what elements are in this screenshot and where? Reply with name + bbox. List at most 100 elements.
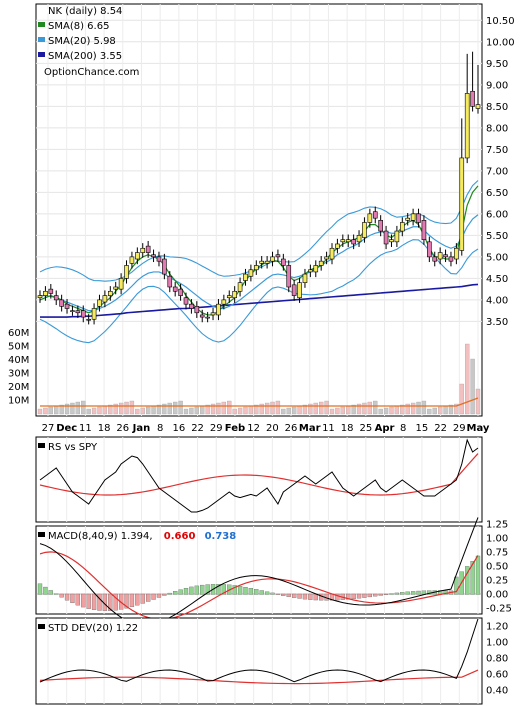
volume-bar <box>205 404 210 415</box>
price-tick-label: 6.50 <box>486 188 508 199</box>
candle-body <box>91 308 97 320</box>
macd-histogram-bar <box>156 593 162 598</box>
candle-body <box>172 286 178 292</box>
stddev-panel <box>35 617 483 705</box>
macd-histogram-bar <box>113 593 118 611</box>
macd-label-blue: 0.738 <box>205 531 237 542</box>
candle-body <box>362 222 367 238</box>
candle-body <box>416 213 421 223</box>
macd-histogram-bar <box>362 593 367 598</box>
candle-body <box>53 295 59 301</box>
x-axis-label: 22 <box>191 423 204 434</box>
macd-histogram-bar <box>86 593 91 609</box>
macd-histogram-bar <box>410 591 416 595</box>
macd-line <box>39 517 479 626</box>
volume-tick-label: 10M <box>8 396 29 407</box>
volume-bar <box>43 407 48 415</box>
candle-body <box>308 269 313 273</box>
macd-tick-label: -0.25 <box>486 604 512 615</box>
macd-histogram-bar <box>178 589 183 595</box>
candle-body <box>167 275 173 288</box>
volume-bar <box>113 403 118 415</box>
legend-sma8: SMA(8) 6.65 <box>48 21 109 32</box>
volume-bar <box>173 401 178 415</box>
macd-histogram-bar <box>183 588 189 595</box>
volume-bar <box>416 401 421 415</box>
volume-tick-label: 20M <box>8 382 29 393</box>
candle-body <box>275 254 281 258</box>
volume-bar <box>302 404 308 415</box>
macd-histogram-bar <box>291 593 297 598</box>
legend-swatch-sma200 <box>38 52 45 57</box>
macd-histogram-bar <box>124 593 129 609</box>
macd-label-text: MACD(8,40,9) 1.394, <box>48 531 153 542</box>
volume-bar <box>405 403 410 415</box>
candle-body <box>140 247 146 253</box>
price-tick-label: 10.00 <box>486 37 515 48</box>
x-axis-labels: 27 Dec 11 18 26 Jan 8 16 22 29 Feb 12 20 26 Mar 11 18 25 A… <box>42 423 490 434</box>
price-tick-label: 7.00 <box>486 166 508 177</box>
candle-body <box>335 243 340 249</box>
macd-histogram-bar <box>64 593 70 601</box>
macd-histogram-bar <box>237 586 243 595</box>
macd-histogram-bar <box>151 593 156 600</box>
price-tick-label: 10.50 <box>486 16 515 27</box>
macd-histogram-bar <box>470 561 475 595</box>
price-tick-label: 4.50 <box>486 274 508 285</box>
volume-bar <box>421 400 427 415</box>
candle-body <box>221 299 227 305</box>
macd-signal-line <box>39 551 479 620</box>
candle-body <box>37 295 43 299</box>
volume-bar <box>281 408 286 415</box>
candle-body <box>405 217 411 221</box>
macd-histogram-bar <box>275 593 281 595</box>
candle-body <box>475 104 481 109</box>
x-axis-label: 15 <box>416 423 429 434</box>
volume-bar <box>308 403 313 415</box>
volume-bar <box>475 388 481 415</box>
candle-body <box>156 256 162 262</box>
macd-histogram-bar <box>167 592 172 595</box>
macd-histogram-bar <box>135 593 140 606</box>
candle-body <box>253 265 259 271</box>
price-axis-ticks: 10.50 10.00 9.50 9.00 8.50 8.00 7.50 7.00 6.50 6.… <box>486 16 515 328</box>
volume-bar <box>135 408 140 415</box>
volume-bar <box>194 406 199 415</box>
price-tick-label: 4.00 <box>486 295 508 306</box>
candle-body <box>324 256 329 260</box>
volume-bar <box>221 401 227 415</box>
volume-bar <box>346 405 351 415</box>
volume-bar <box>356 403 362 415</box>
candle-body <box>86 318 91 321</box>
volume-bar <box>335 407 340 415</box>
macd-histogram-bar <box>37 583 43 595</box>
volume-bar <box>210 403 216 415</box>
macd-tick-label: 0.25 <box>486 576 508 587</box>
candle-body <box>394 230 400 243</box>
candle-body <box>194 306 200 314</box>
stddev-swatch <box>38 624 45 629</box>
stddev-lines <box>39 618 479 685</box>
stddev-axis-ticks: 1.20 1.00 0.80 0.60 0.40 <box>486 622 508 697</box>
candle-body <box>205 316 210 319</box>
volume-axis-ticks: 60M 50M 40M 30M 20M 10M <box>8 328 29 407</box>
macd-histogram-bar <box>75 593 81 606</box>
macd-histogram-bar <box>48 590 53 595</box>
volume-bar <box>383 407 389 415</box>
price-tick-label: 6.00 <box>486 209 508 220</box>
candle-body <box>162 258 167 275</box>
candle-body <box>448 256 454 262</box>
legend-swatch-sma20 <box>38 37 45 42</box>
volume-tick-label: 60M <box>8 328 29 339</box>
candle-body <box>64 303 70 309</box>
candle-body <box>183 297 189 305</box>
x-axis-label: 11 <box>322 423 335 434</box>
macd-tick-label: 0.50 <box>486 562 508 573</box>
volume-bar <box>443 405 448 415</box>
stddev-grid <box>47 618 479 704</box>
x-axis-label: Dec <box>56 423 77 434</box>
x-axis-label: 29 <box>453 423 466 434</box>
stddev-label: STD DEV(20) 1.22 <box>48 623 138 634</box>
volume-bar <box>248 405 254 415</box>
